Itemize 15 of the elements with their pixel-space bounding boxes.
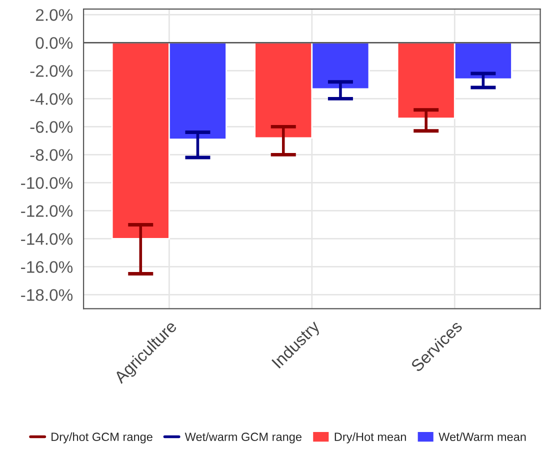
y-tick-label: -14.0% [21, 233, 73, 245]
y-tick-label: 2.0% [36, 9, 73, 21]
y-tick-label: -2.0% [30, 65, 73, 77]
y-tick-label: -12.0% [21, 205, 73, 217]
y-tick-label: -4.0% [30, 93, 73, 105]
y-tick-label: 0.0% [36, 37, 73, 49]
legend-label: Wet/Warm mean [438, 432, 526, 442]
legend-label: Wet/warm GCM range [184, 432, 302, 444]
legend-label: Dry/Hot mean [334, 432, 406, 444]
y-tick-label: -16.0% [21, 261, 73, 273]
legend-label: Dry/hot GCM range [52, 432, 152, 444]
y-tick-label: -10.0% [21, 177, 73, 189]
y-tick-label: -18.0% [21, 289, 73, 301]
y-tick-label: -6.0% [30, 121, 73, 133]
y-tick-label: -8.0% [30, 149, 73, 161]
